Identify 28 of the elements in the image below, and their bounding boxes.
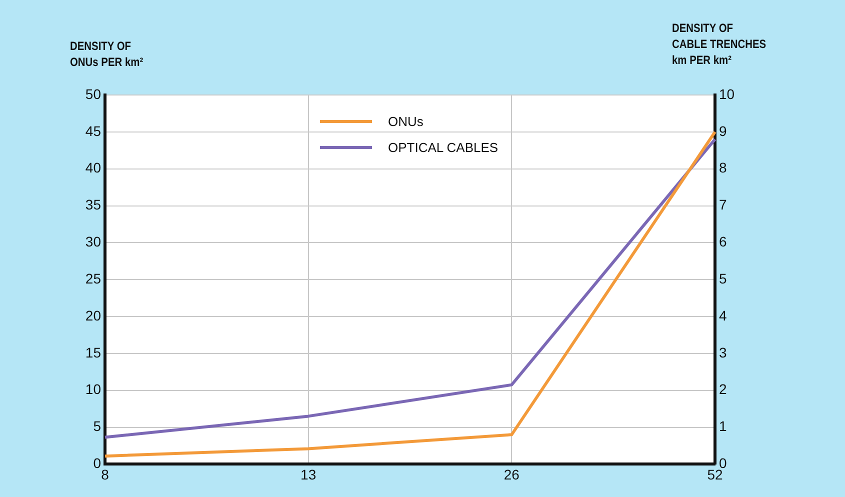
y2-tick-label: 7 (719, 196, 727, 213)
y2-tick-label: 1 (719, 418, 727, 434)
y-tick-label: 35 (85, 196, 102, 213)
y-axis-title: DENSITY OF ONUs PER km² (70, 38, 144, 70)
y-tick-label: 15 (85, 344, 102, 360)
y-tick-label: 25 (85, 270, 102, 286)
y2-tick-label: 10 (719, 86, 735, 102)
y-tick-label: 40 (85, 160, 102, 176)
y2-tick-label: 5 (719, 270, 727, 286)
y-tick-label: 5 (93, 418, 102, 434)
y2-axis-title: DENSITY OF CABLE TRENCHES km PER km² (672, 20, 766, 68)
y-tick-label: 10 (85, 381, 102, 398)
y-tick-label: 45 (85, 122, 102, 139)
y-tick-label: 20 (85, 307, 102, 324)
x-tick-label: 8 (101, 466, 110, 482)
x-tick-label: 26 (504, 466, 520, 482)
y2-tick-label: 4 (719, 307, 727, 324)
legend-label: OPTICAL CABLES (388, 140, 498, 154)
y-tick-label: 50 (85, 86, 102, 102)
y2-tick-label: 9 (719, 122, 727, 139)
y2-tick-label: 3 (719, 344, 727, 360)
y2-tick-label: 8 (719, 160, 727, 176)
y-tick-label: 0 (93, 455, 102, 472)
y2-tick-label: 2 (719, 381, 727, 398)
legend-label: ONUs (388, 114, 424, 128)
y-tick-label: 30 (85, 234, 102, 250)
y2-tick-label: 6 (719, 234, 727, 250)
x-tick-label: 13 (300, 466, 316, 482)
